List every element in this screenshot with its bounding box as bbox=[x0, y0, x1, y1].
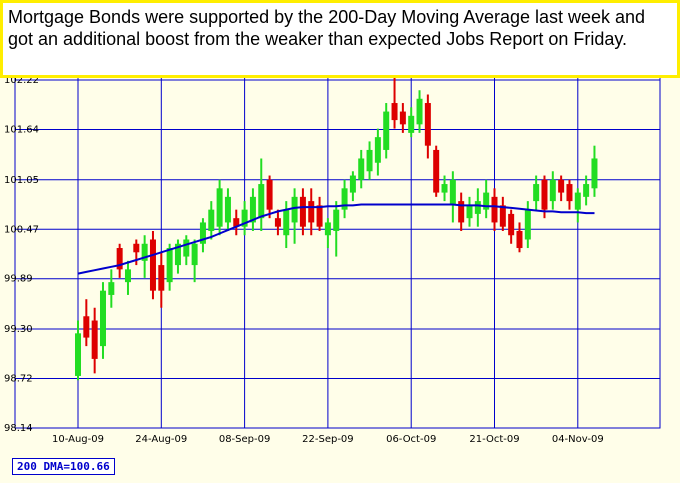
x-tick-label: 06-Oct-09 bbox=[386, 434, 436, 445]
candle-body bbox=[166, 248, 173, 283]
candle-body bbox=[524, 209, 531, 240]
x-tick-label: 22-Sep-09 bbox=[302, 434, 354, 445]
candle-body bbox=[416, 98, 423, 125]
candle-body bbox=[75, 333, 81, 376]
x-tick-label: 24-Aug-09 bbox=[135, 434, 187, 445]
candle-body bbox=[83, 316, 90, 338]
candle-body bbox=[349, 175, 356, 193]
candle-body bbox=[124, 269, 131, 283]
candle-body bbox=[183, 239, 190, 257]
y-tick-label: 99.89 bbox=[4, 274, 33, 285]
candle-body bbox=[433, 149, 440, 193]
candle-body bbox=[574, 192, 581, 210]
candle-body bbox=[458, 201, 465, 223]
candle-body bbox=[424, 103, 431, 146]
candle-body bbox=[408, 115, 415, 133]
candle-body bbox=[224, 196, 231, 223]
candle-body bbox=[399, 111, 406, 125]
candle-body bbox=[383, 111, 390, 150]
candle-body bbox=[549, 179, 556, 202]
y-tick-label: 98.14 bbox=[4, 423, 33, 434]
candle-body bbox=[199, 222, 206, 244]
candle-body bbox=[499, 205, 506, 227]
annotation: Mortgage Bonds were supported by the 200… bbox=[0, 0, 680, 78]
candle-body bbox=[474, 201, 481, 214]
candle-body bbox=[191, 243, 198, 266]
y-tick-label: 101.05 bbox=[4, 175, 39, 186]
candle-body bbox=[241, 209, 248, 227]
candle-body bbox=[99, 290, 106, 347]
candle-body bbox=[358, 158, 365, 180]
candle-body bbox=[516, 230, 523, 249]
y-tick-label: 100.47 bbox=[4, 224, 39, 235]
candle-body bbox=[316, 205, 323, 227]
candle-body bbox=[283, 209, 290, 236]
candle-body bbox=[391, 103, 398, 121]
candle-body bbox=[558, 179, 565, 193]
y-tick-label: 98.72 bbox=[4, 374, 33, 385]
candle-body bbox=[449, 179, 456, 206]
candle-body bbox=[308, 201, 315, 223]
y-tick-label: 101.64 bbox=[4, 124, 39, 135]
candle-body bbox=[591, 158, 598, 189]
candle-body bbox=[341, 188, 348, 210]
candle-body bbox=[366, 149, 373, 172]
candle-body bbox=[174, 243, 181, 266]
candle-body bbox=[299, 196, 306, 227]
x-tick-label: 04-Nov-09 bbox=[552, 434, 604, 445]
candle-body bbox=[116, 248, 123, 270]
candle-body bbox=[566, 184, 573, 202]
candle-body bbox=[233, 218, 240, 227]
x-tick-label: 21-Oct-09 bbox=[469, 434, 519, 445]
moving-average-line bbox=[77, 203, 595, 275]
y-tick-label: 99.30 bbox=[4, 324, 33, 335]
candle-body bbox=[491, 196, 498, 223]
candle-body bbox=[333, 209, 340, 231]
candle-body bbox=[249, 196, 256, 223]
candle-body bbox=[266, 179, 273, 210]
candle-body bbox=[541, 179, 548, 210]
candle-body bbox=[258, 184, 265, 219]
candle-body bbox=[208, 209, 215, 231]
candle-body bbox=[291, 196, 298, 223]
candle-body bbox=[149, 239, 156, 291]
y-tick-label: 102.22 bbox=[4, 75, 39, 86]
candle-body bbox=[374, 137, 381, 163]
x-tick-label: 10-Aug-09 bbox=[52, 434, 104, 445]
candle-body bbox=[533, 184, 540, 202]
candle-body bbox=[508, 213, 515, 236]
candle-body bbox=[141, 243, 148, 261]
candle-body bbox=[216, 188, 223, 227]
candle-body bbox=[108, 282, 115, 295]
legend-entry: 200 DMA=100.66 bbox=[12, 458, 115, 475]
candle-body bbox=[91, 320, 98, 359]
candle-body bbox=[483, 192, 490, 210]
candle-body bbox=[158, 265, 165, 291]
candle-body bbox=[583, 184, 590, 197]
x-tick-label: 08-Sep-09 bbox=[219, 434, 271, 445]
candle-body bbox=[441, 184, 448, 193]
candle-body bbox=[466, 205, 473, 219]
candle-body bbox=[274, 218, 281, 227]
candle-body bbox=[324, 222, 331, 236]
candle-body bbox=[133, 243, 140, 253]
